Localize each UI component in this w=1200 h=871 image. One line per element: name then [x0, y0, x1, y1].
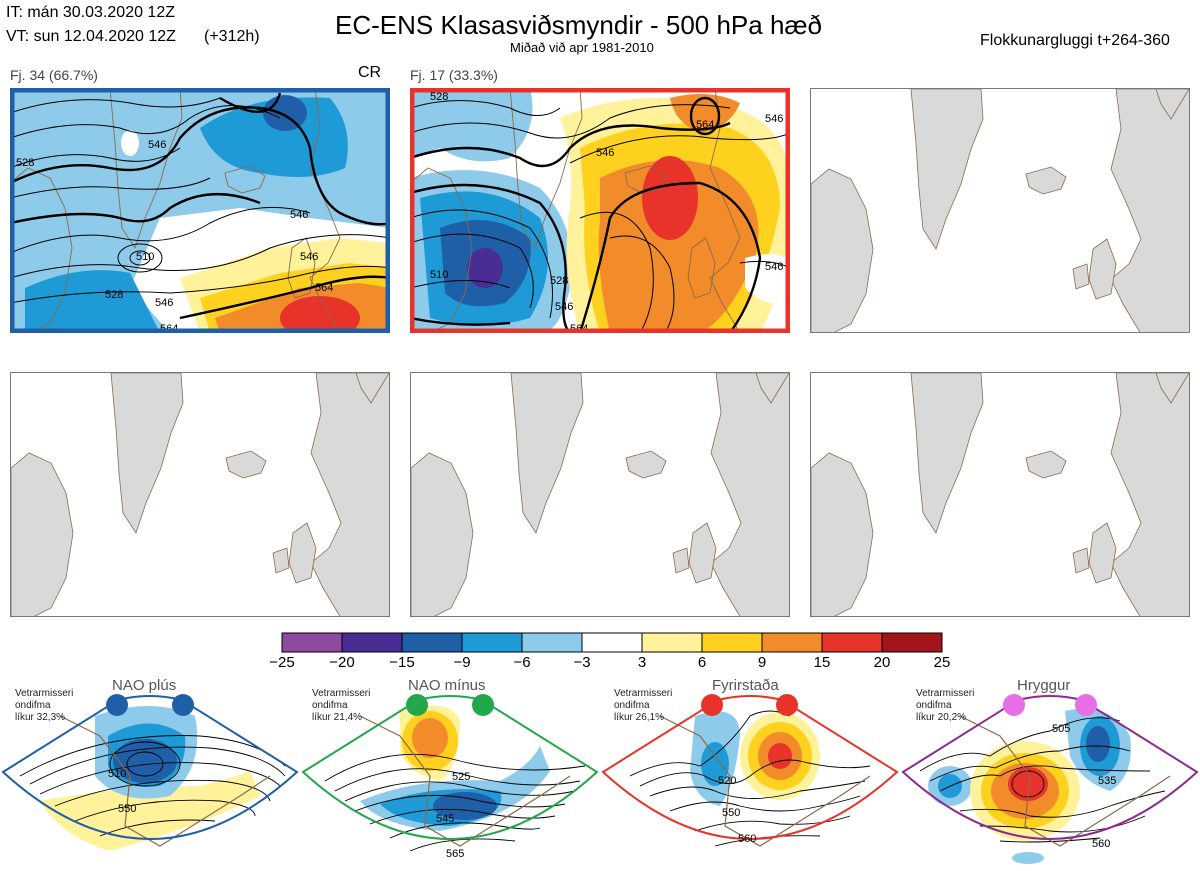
regime-marker-dot: [1075, 694, 1097, 716]
colorbar-tick-label: 15: [813, 654, 831, 671]
anomaly-colorbar: [281, 632, 943, 653]
colorbar-tick-label: −6: [513, 654, 531, 671]
regime-nao-plus: 510 550 NAO plús Vetrarmisseri ondifma l…: [0, 676, 300, 871]
regime-contour-label: 560: [738, 833, 756, 845]
colorbar-swatch: [761, 632, 823, 653]
regime-marker-dot: [172, 694, 194, 716]
cluster-1-contour-label: 564: [160, 323, 178, 333]
empty-cluster-map: [410, 372, 790, 617]
colorbar-swatch: [281, 632, 343, 653]
regime-title: Fyrirstaða: [712, 677, 779, 694]
regime-contour-label: 520: [718, 775, 736, 787]
regime-contour-label: 545: [436, 813, 454, 825]
empty-cluster-map: [810, 88, 1190, 333]
regime-marker-dot: [472, 694, 494, 716]
regime-contour-label: 535: [1098, 775, 1116, 787]
regime-note: Vetrarmisseri ondifma líkur 26,1%: [614, 688, 673, 723]
regime-contour-label: 560: [1092, 838, 1110, 850]
cluster-2-contour-label: 546: [765, 261, 783, 273]
colorbar-tick-label: −3: [573, 654, 591, 671]
classification-window: Flokkunargluggi t+264-360: [980, 32, 1170, 49]
page-subtitle: Miðað við apr 1981-2010: [510, 40, 654, 55]
colorbar-tick-label: −15: [389, 654, 415, 671]
empty-cluster-map: [10, 372, 390, 617]
cluster-2-contour-label: 564: [696, 119, 714, 131]
regime-contour-label: 565: [446, 848, 464, 860]
page-title: EC-ENS Klasasviðsmyndir - 500 hPa hæð: [335, 10, 822, 40]
cluster-1-contour-label: 546: [148, 139, 166, 151]
colorbar-swatch: [641, 632, 703, 653]
colorbar-tick-label: −25: [269, 654, 295, 671]
colorbar-tick-label: 25: [933, 654, 951, 671]
cluster-1-contour-label: 546: [290, 209, 308, 221]
colorbar-tick-label: 6: [697, 654, 707, 671]
colorbar-tick-label: 20: [873, 654, 891, 671]
regime-marker-dot: [406, 694, 428, 716]
regime-ridge: 505 535 560 Hryggur Vetrarmisseri ondifm…: [900, 676, 1200, 871]
colorbar-tick-label: −9: [453, 654, 471, 671]
cluster-1-contour-label: 528: [16, 157, 34, 169]
colorbar-swatch: [821, 632, 883, 653]
regime-blocking: 520 550 560 Fyrirstaða Vetrarmisseri ond…: [600, 676, 900, 871]
cluster-1-map: 528 546 546 510 546 528 546 564 564: [10, 88, 390, 333]
regime-marker-dot: [701, 694, 723, 716]
cluster-2-label: Fj. 17 (33.3%): [410, 67, 498, 83]
regime-marker-dot: [1003, 694, 1025, 716]
cluster-2-contour-label: 564: [570, 323, 588, 333]
regime-contour-label: 550: [118, 803, 136, 815]
valid-time: VT: sun 12.04.2020 12Z: [6, 28, 176, 45]
regime-title: Hryggur: [1017, 677, 1071, 694]
regime-nao-minus: 525 545 565 NAO mínus Vetrarmisseri ondi…: [300, 676, 600, 871]
cluster-2-contour-label: 528: [430, 91, 448, 103]
colorbar-tick-label: 9: [757, 654, 767, 671]
colorbar-tick-label: 3: [637, 654, 647, 671]
regime-contour-label: 505: [1052, 723, 1070, 735]
cluster-1-contour-label: 564: [315, 282, 333, 294]
colorbar-swatch: [701, 632, 763, 653]
cluster-1-label: Fj. 34 (66.7%): [10, 67, 98, 83]
lead-time: (+312h): [204, 28, 260, 45]
cluster-1-contour-label: 546: [155, 297, 173, 309]
cluster-1-frame: [10, 88, 390, 333]
cluster-1-contour-label: 546: [300, 251, 318, 263]
colorbar-swatch: [881, 632, 943, 653]
cluster-2-map: 528 546 546 564 510 528 546 564 546: [410, 88, 790, 333]
regime-marker-dot: [776, 694, 798, 716]
colorbar-swatch: [461, 632, 523, 653]
colorbar-tick-label: −20: [329, 654, 355, 671]
cluster-1-contour-label: 528: [105, 289, 123, 301]
cluster-2-frame: [410, 88, 790, 333]
regime-title: NAO mínus: [408, 677, 486, 694]
cluster-2-contour-label: 546: [555, 301, 573, 313]
regime-title: NAO plús: [112, 677, 177, 694]
regime-note: Vetrarmisseri ondifma líkur 20,2%: [916, 688, 975, 723]
colorbar-swatch: [521, 632, 583, 653]
cluster-2-contour-label: 546: [596, 147, 614, 159]
cluster-2-contour-label: 528: [550, 275, 568, 287]
colorbar-swatch: [341, 632, 403, 653]
regime-marker-dot: [106, 694, 128, 716]
empty-cluster-map: [810, 372, 1190, 617]
regime-contour-label: 525: [452, 771, 470, 783]
regime-contour-label: 510: [108, 768, 126, 780]
cluster-2-contour-label: 510: [430, 269, 448, 281]
cluster-2-contour-label: 546: [765, 113, 783, 125]
regime-contour-label: 550: [722, 807, 740, 819]
regime-note: Vetrarmisseri ondifma líkur 21,4%: [312, 688, 371, 723]
colorbar-swatch: [401, 632, 463, 653]
cluster-1-contour-label: 510: [136, 251, 154, 263]
colorbar-swatch: [581, 632, 643, 653]
regime-note: Vetrarmisseri ondifma líkur 32,3%: [15, 688, 74, 723]
init-time: IT: mán 30.03.2020 12Z: [6, 4, 175, 21]
cluster-1-tag: CR: [358, 64, 382, 81]
